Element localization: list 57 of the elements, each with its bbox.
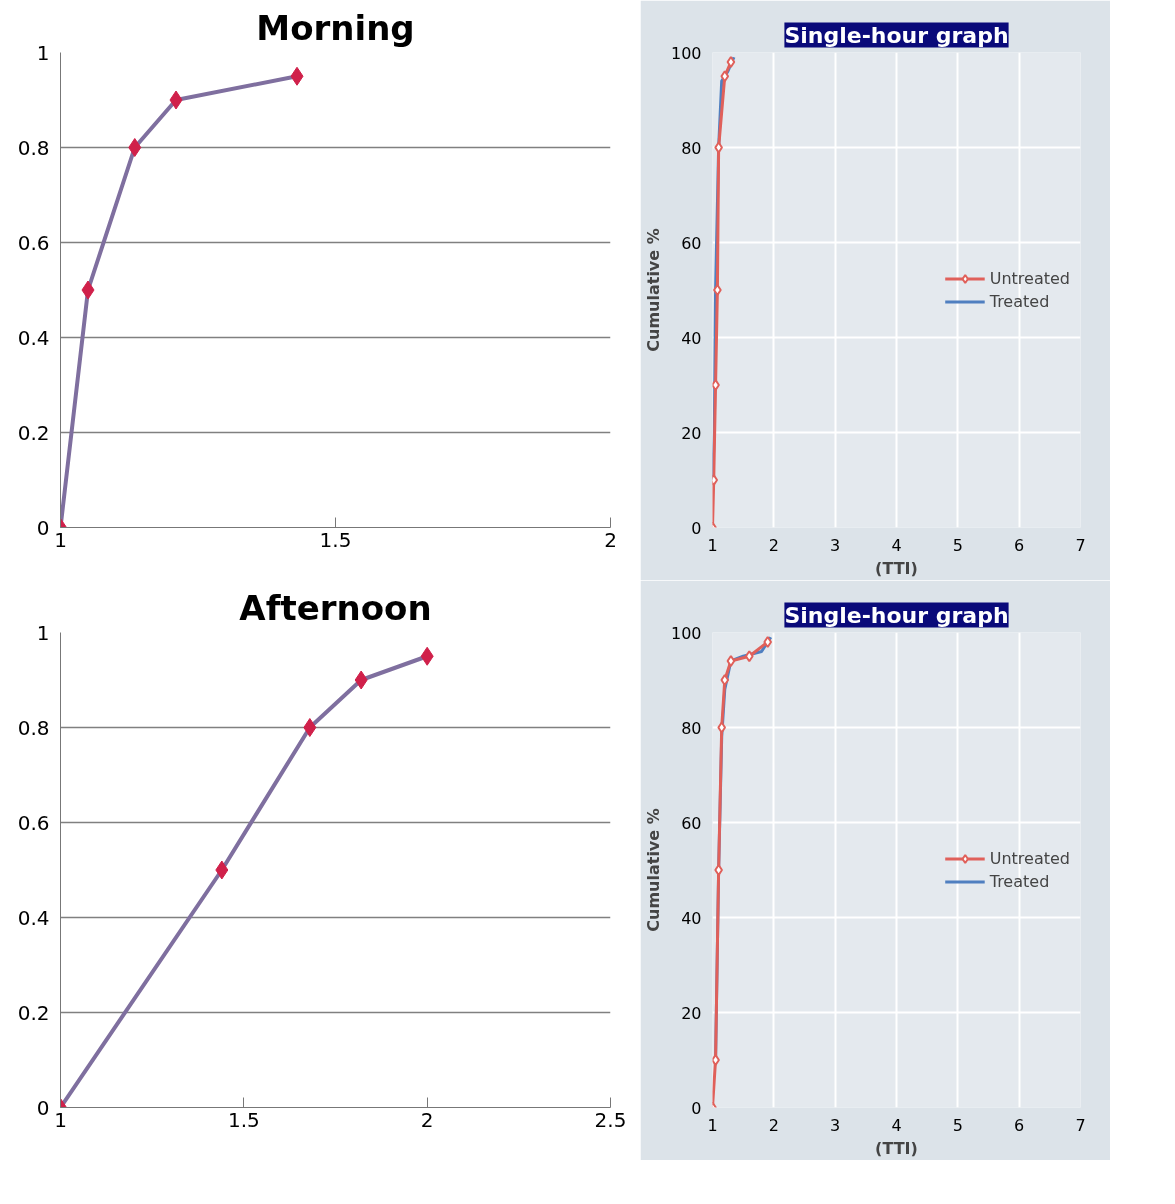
x-tick-label: 1.5: [227, 1107, 260, 1132]
y-tick-label: 80: [681, 718, 702, 738]
y-tick-label: 0.6: [17, 230, 50, 255]
chart-title: Afternoon: [239, 587, 432, 628]
x-tick-label: 5: [952, 535, 963, 555]
legend-label: Untreated: [989, 848, 1070, 868]
y-tick-label: 0.6: [17, 810, 50, 835]
y-tick-label: 100: [670, 623, 702, 643]
y-axis-title: Cumulative %: [643, 228, 663, 352]
y-tick-label: 0: [691, 1098, 702, 1118]
x-tick-label: 1: [54, 527, 67, 552]
chart-title: Single-hour graph: [784, 22, 1009, 48]
x-tick-label: 2: [768, 1115, 779, 1135]
y-tick-label: 1: [36, 40, 50, 65]
y-tick-label: 1: [36, 620, 50, 645]
y-tick-label: 0.2: [17, 1000, 50, 1025]
x-tick-label: 2.5: [594, 1107, 627, 1132]
x-tick-label: 7: [1075, 1115, 1086, 1135]
x-tick-label: 4: [891, 535, 902, 555]
y-axis-title: Cumulative %: [643, 808, 663, 932]
legend-label: Treated: [989, 291, 1050, 311]
y-tick-label: 0: [36, 515, 50, 540]
y-tick-label: 0: [36, 1095, 50, 1120]
x-tick-label: 1: [707, 1115, 718, 1135]
x-tick-label: 7: [1075, 535, 1086, 555]
y-tick-label: 0.8: [17, 135, 50, 160]
y-tick-label: 0.8: [17, 715, 50, 740]
y-tick-label: 80: [681, 138, 702, 158]
x-tick-label: 2: [768, 535, 779, 555]
y-tick-label: 60: [681, 813, 702, 833]
y-tick-label: 20: [681, 423, 702, 443]
x-tick-label: 3: [830, 1115, 841, 1135]
x-tick-label: 4: [891, 1115, 902, 1135]
y-tick-label: 0.4: [17, 325, 50, 350]
chart-title: Single-hour graph: [784, 602, 1009, 628]
x-tick-label: 3: [830, 535, 841, 555]
x-tick-label: 6: [1014, 535, 1025, 555]
x-axis-title: (TTI): [875, 558, 918, 578]
y-tick-label: 40: [681, 908, 702, 928]
x-tick-label: 1: [707, 535, 718, 555]
x-tick-label: 2: [420, 1107, 434, 1132]
legend-label: Treated: [989, 871, 1050, 891]
x-tick-label: 1.5: [319, 527, 352, 552]
y-tick-label: 20: [681, 1003, 702, 1023]
x-tick-label: 2: [604, 527, 617, 552]
x-tick-label: 5: [952, 1115, 963, 1135]
y-tick-label: 100: [670, 43, 702, 63]
y-tick-label: 60: [681, 233, 702, 253]
legend-label: Untreated: [989, 268, 1070, 288]
chart-title: Morning: [256, 7, 415, 48]
y-tick-label: 40: [681, 328, 702, 348]
y-tick-label: 0.4: [17, 905, 50, 930]
x-tick-label: 1: [54, 1107, 67, 1132]
y-tick-label: 0.2: [17, 420, 50, 445]
x-axis-title: (TTI): [875, 1138, 918, 1158]
y-tick-label: 0: [691, 518, 702, 538]
x-tick-label: 6: [1014, 1115, 1025, 1135]
